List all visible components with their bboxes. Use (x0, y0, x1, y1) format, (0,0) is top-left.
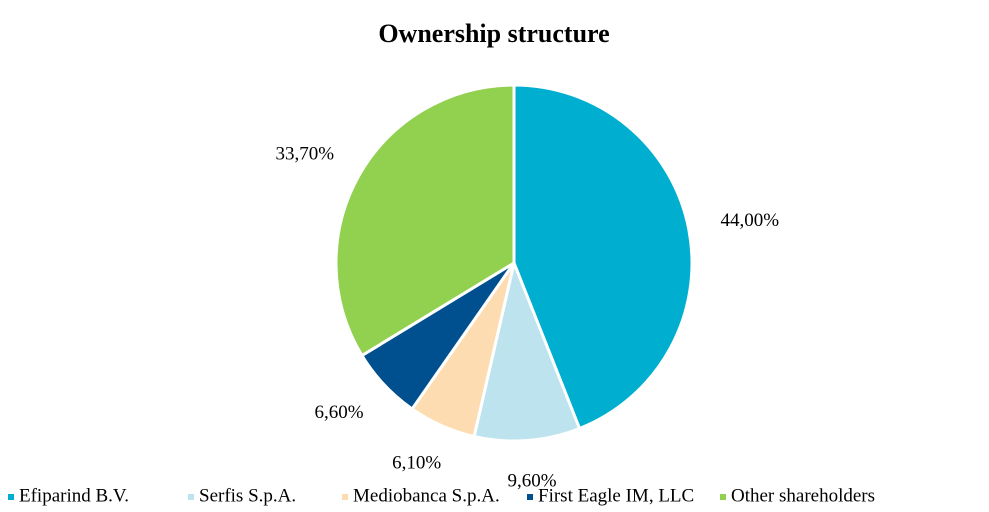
data-label: 6,10% (392, 452, 441, 473)
legend-label: Efiparind B.V. (19, 485, 129, 506)
pie-slice (334, 83, 516, 358)
legend-label: Mediobanca S.p.A. (353, 485, 500, 506)
legend-label: Serfis S.p.A. (199, 485, 296, 506)
legend-swatch (342, 494, 348, 500)
data-label: 44,00% (720, 210, 779, 231)
legend-swatch (527, 494, 533, 500)
legend-swatch (8, 494, 14, 500)
chart-title: Ownership structure (378, 19, 609, 48)
data-label: 33,70% (275, 144, 334, 165)
data-label: 6,60% (315, 402, 364, 423)
data-label: 9,60% (508, 471, 557, 492)
legend-swatch (188, 494, 194, 500)
legend-label: Other shareholders (731, 485, 875, 506)
pie-slice (512, 83, 694, 431)
legend-swatch (720, 494, 726, 500)
legend-label: First Eagle IM, LLC (538, 485, 694, 506)
pie-slice (472, 257, 582, 443)
